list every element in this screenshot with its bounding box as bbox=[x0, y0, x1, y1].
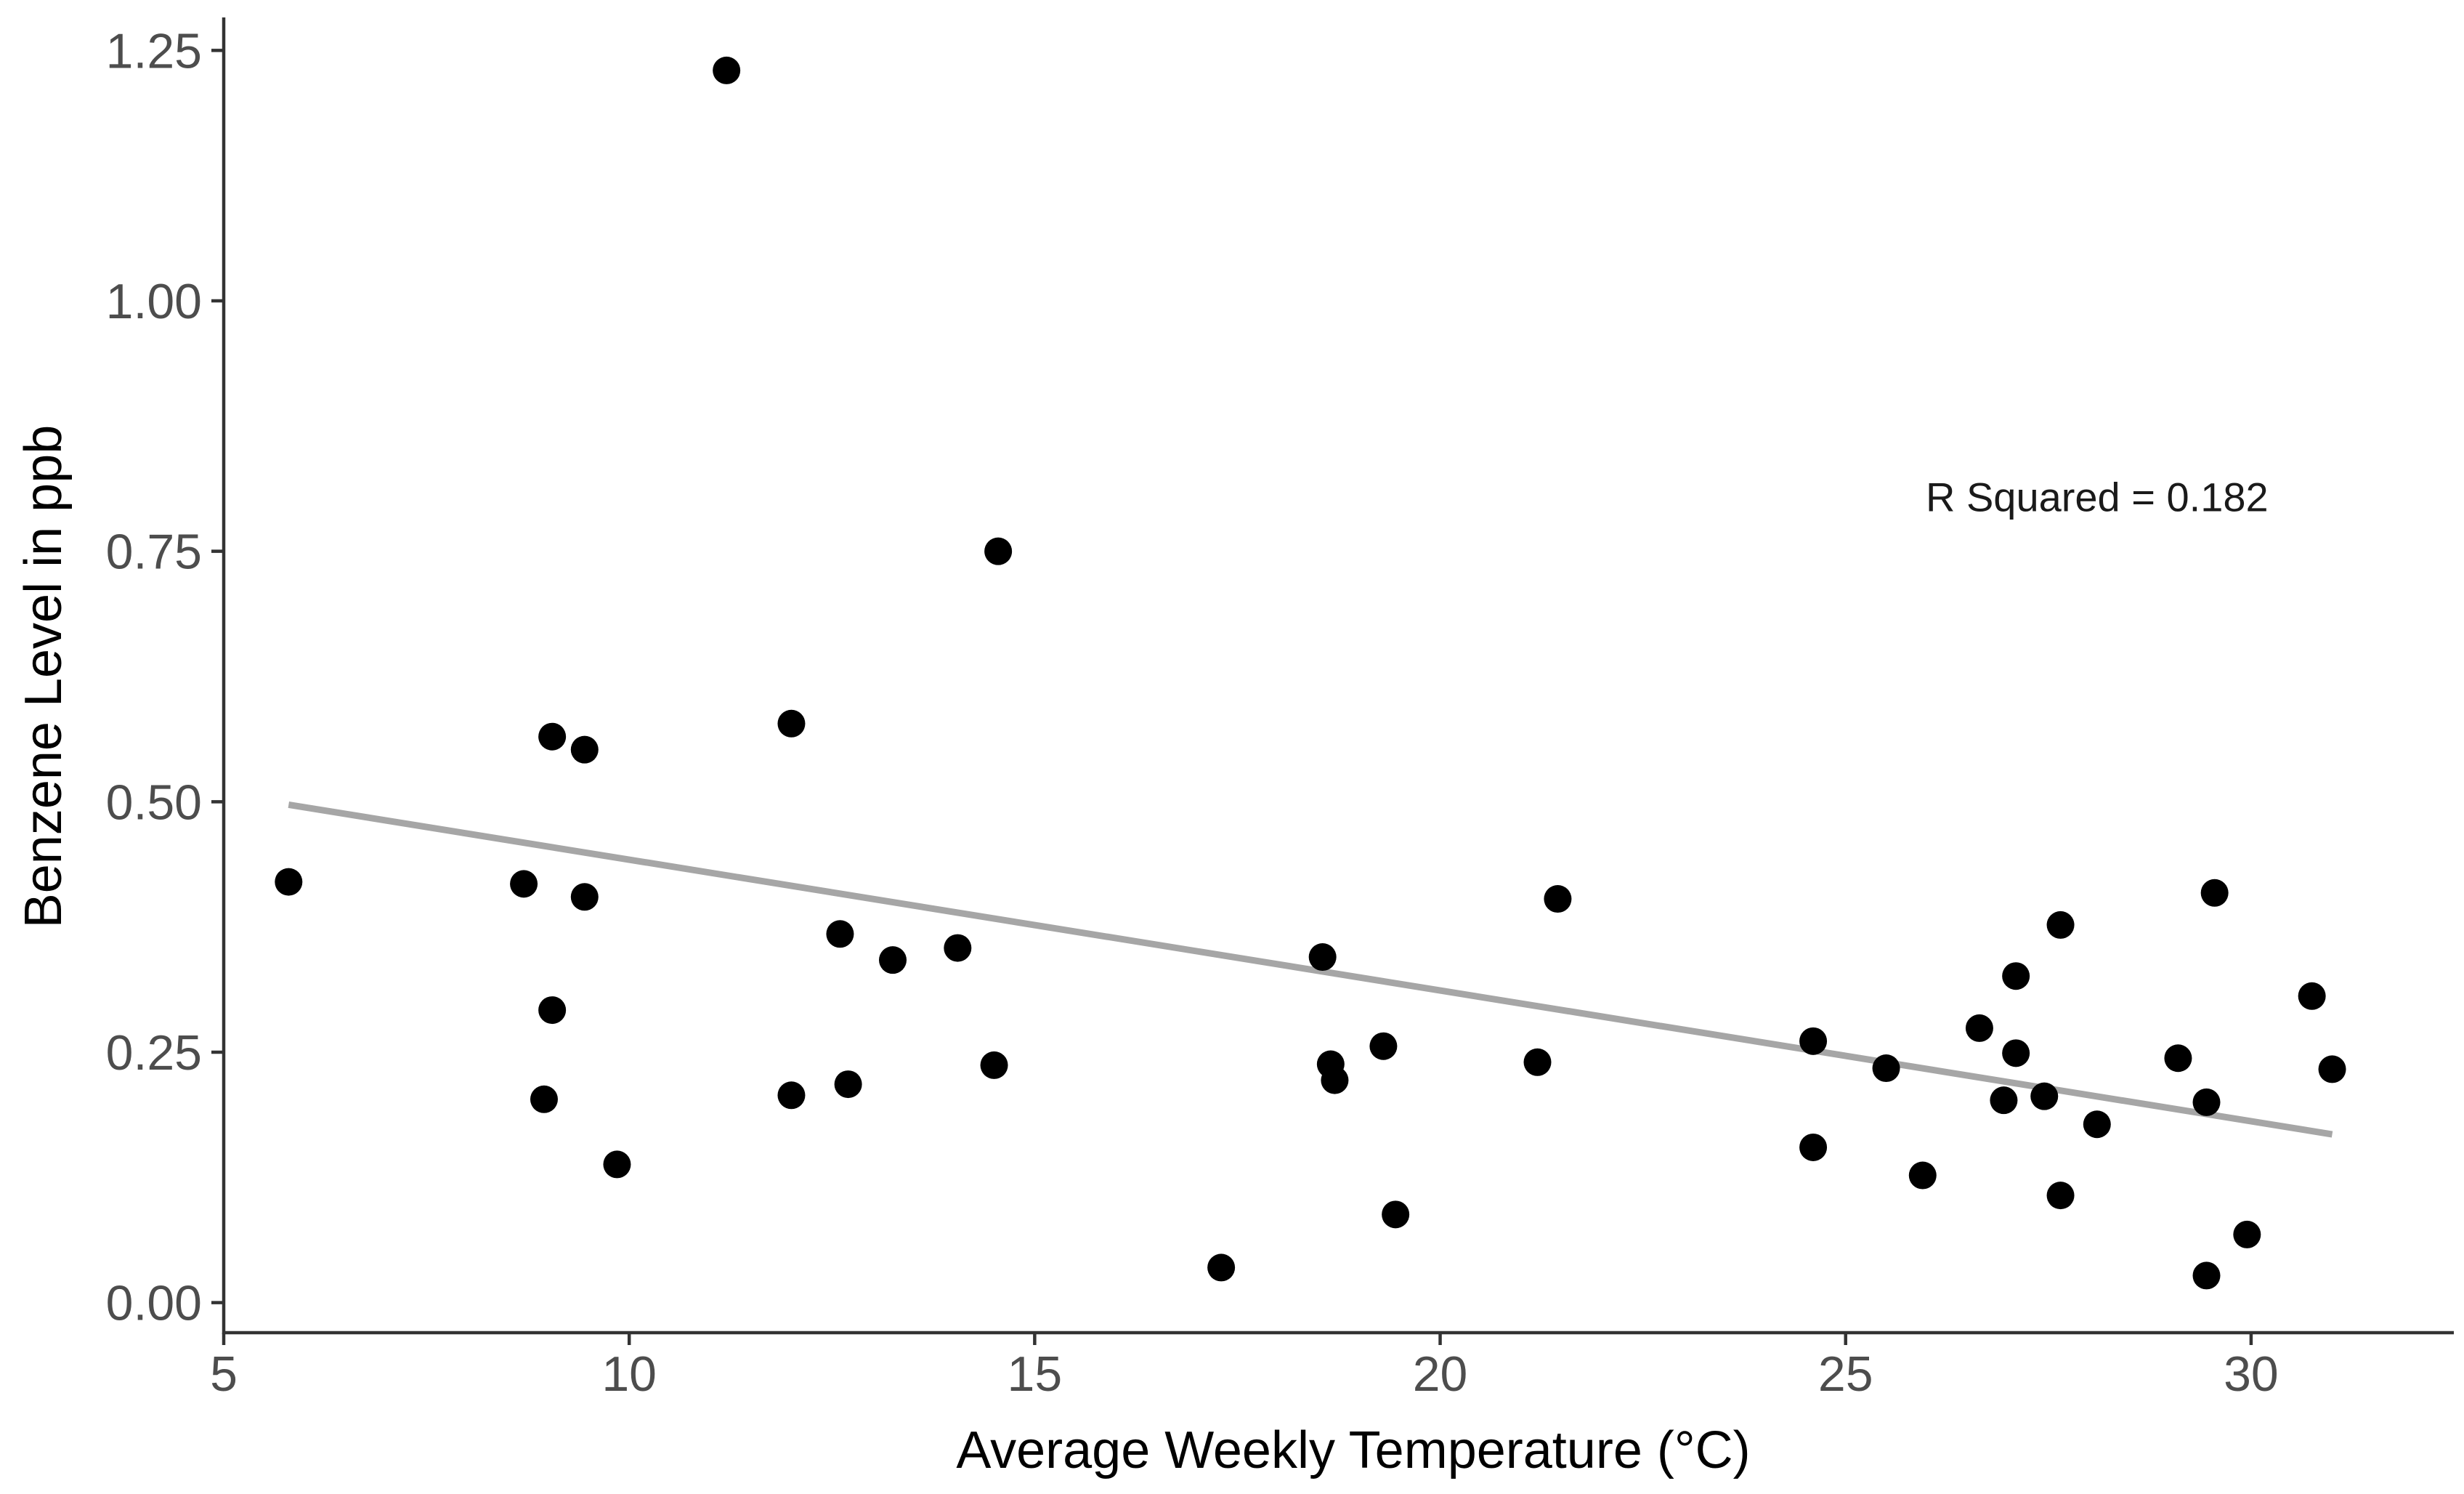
data-points-layer bbox=[275, 56, 2346, 1290]
data-point-10 bbox=[777, 709, 806, 738]
data-point-38 bbox=[2164, 1044, 2192, 1073]
data-point-7 bbox=[530, 1085, 558, 1113]
y-tick-label-1: 0.00 bbox=[106, 1276, 202, 1331]
x-tick-label-6: 30 bbox=[2224, 1346, 2279, 1402]
trendline bbox=[288, 801, 2333, 1138]
data-point-16 bbox=[980, 1051, 1008, 1079]
data-point-43 bbox=[2298, 982, 2326, 1010]
data-point-1 bbox=[275, 868, 303, 896]
trendline-layer bbox=[288, 801, 2333, 1138]
data-point-26 bbox=[1799, 1027, 1828, 1055]
data-point-2 bbox=[510, 870, 538, 898]
data-point-12 bbox=[826, 920, 854, 948]
data-point-41 bbox=[2192, 1261, 2221, 1290]
data-point-18 bbox=[1207, 1253, 1236, 1282]
data-point-5 bbox=[570, 883, 599, 911]
data-point-30 bbox=[1965, 1014, 1993, 1042]
x-tick-label-4: 20 bbox=[1413, 1346, 1468, 1402]
y-tick-label-2: 0.25 bbox=[106, 1025, 202, 1081]
data-point-19 bbox=[1308, 943, 1337, 972]
labels-layer: 5 10 15 20 25 30 0.00 0.25 0.50 0.75 1.00 1.25 Avera… bbox=[15, 23, 2279, 1479]
data-point-14 bbox=[879, 946, 907, 974]
data-point-32 bbox=[2002, 962, 2030, 990]
data-point-6 bbox=[538, 996, 567, 1025]
data-point-25 bbox=[1544, 885, 1572, 913]
x-tick-label-5: 25 bbox=[1818, 1346, 1873, 1402]
data-point-37 bbox=[2083, 1110, 2111, 1139]
data-point-27 bbox=[1799, 1133, 1828, 1161]
data-point-42 bbox=[2233, 1220, 2261, 1248]
data-point-3 bbox=[538, 722, 567, 751]
data-point-36 bbox=[2046, 1182, 2075, 1210]
y-axis-title: Benzene Level in ppb bbox=[15, 425, 73, 929]
data-point-24 bbox=[1523, 1048, 1552, 1076]
data-point-22 bbox=[1369, 1032, 1398, 1060]
data-point-11 bbox=[777, 1081, 806, 1110]
data-point-35 bbox=[2046, 910, 2075, 939]
data-point-33 bbox=[2002, 1039, 2030, 1067]
data-point-8 bbox=[603, 1150, 631, 1179]
data-point-39 bbox=[2192, 1088, 2221, 1116]
data-point-17 bbox=[984, 537, 1013, 565]
data-point-9 bbox=[713, 56, 741, 84]
y-tick-label-5: 1.00 bbox=[106, 274, 202, 329]
x-tick-label-2: 10 bbox=[601, 1346, 657, 1402]
x-tick-label-1: 5 bbox=[210, 1346, 238, 1402]
y-tick-label-6: 1.25 bbox=[106, 23, 202, 78]
y-tick-label-4: 0.75 bbox=[106, 525, 202, 580]
data-point-31 bbox=[1990, 1086, 2018, 1115]
r-squared-annotation: R Squared = 0.182 bbox=[1926, 475, 2269, 520]
data-point-40 bbox=[2200, 879, 2229, 907]
data-point-34 bbox=[2030, 1082, 2059, 1110]
axes-layer bbox=[211, 17, 2454, 1345]
data-point-15 bbox=[944, 934, 972, 962]
x-tick-label-3: 15 bbox=[1008, 1346, 1063, 1402]
data-point-4 bbox=[570, 735, 599, 764]
y-tick-label-3: 0.50 bbox=[106, 775, 202, 830]
data-point-44 bbox=[2318, 1055, 2346, 1083]
x-axis-title: Average Weekly Temperature (°C) bbox=[956, 1421, 1750, 1479]
data-point-13 bbox=[834, 1070, 862, 1099]
data-point-21 bbox=[1321, 1066, 1349, 1094]
data-point-23 bbox=[1382, 1200, 1410, 1229]
data-point-28 bbox=[1872, 1054, 1900, 1083]
data-point-29 bbox=[1908, 1161, 1937, 1190]
